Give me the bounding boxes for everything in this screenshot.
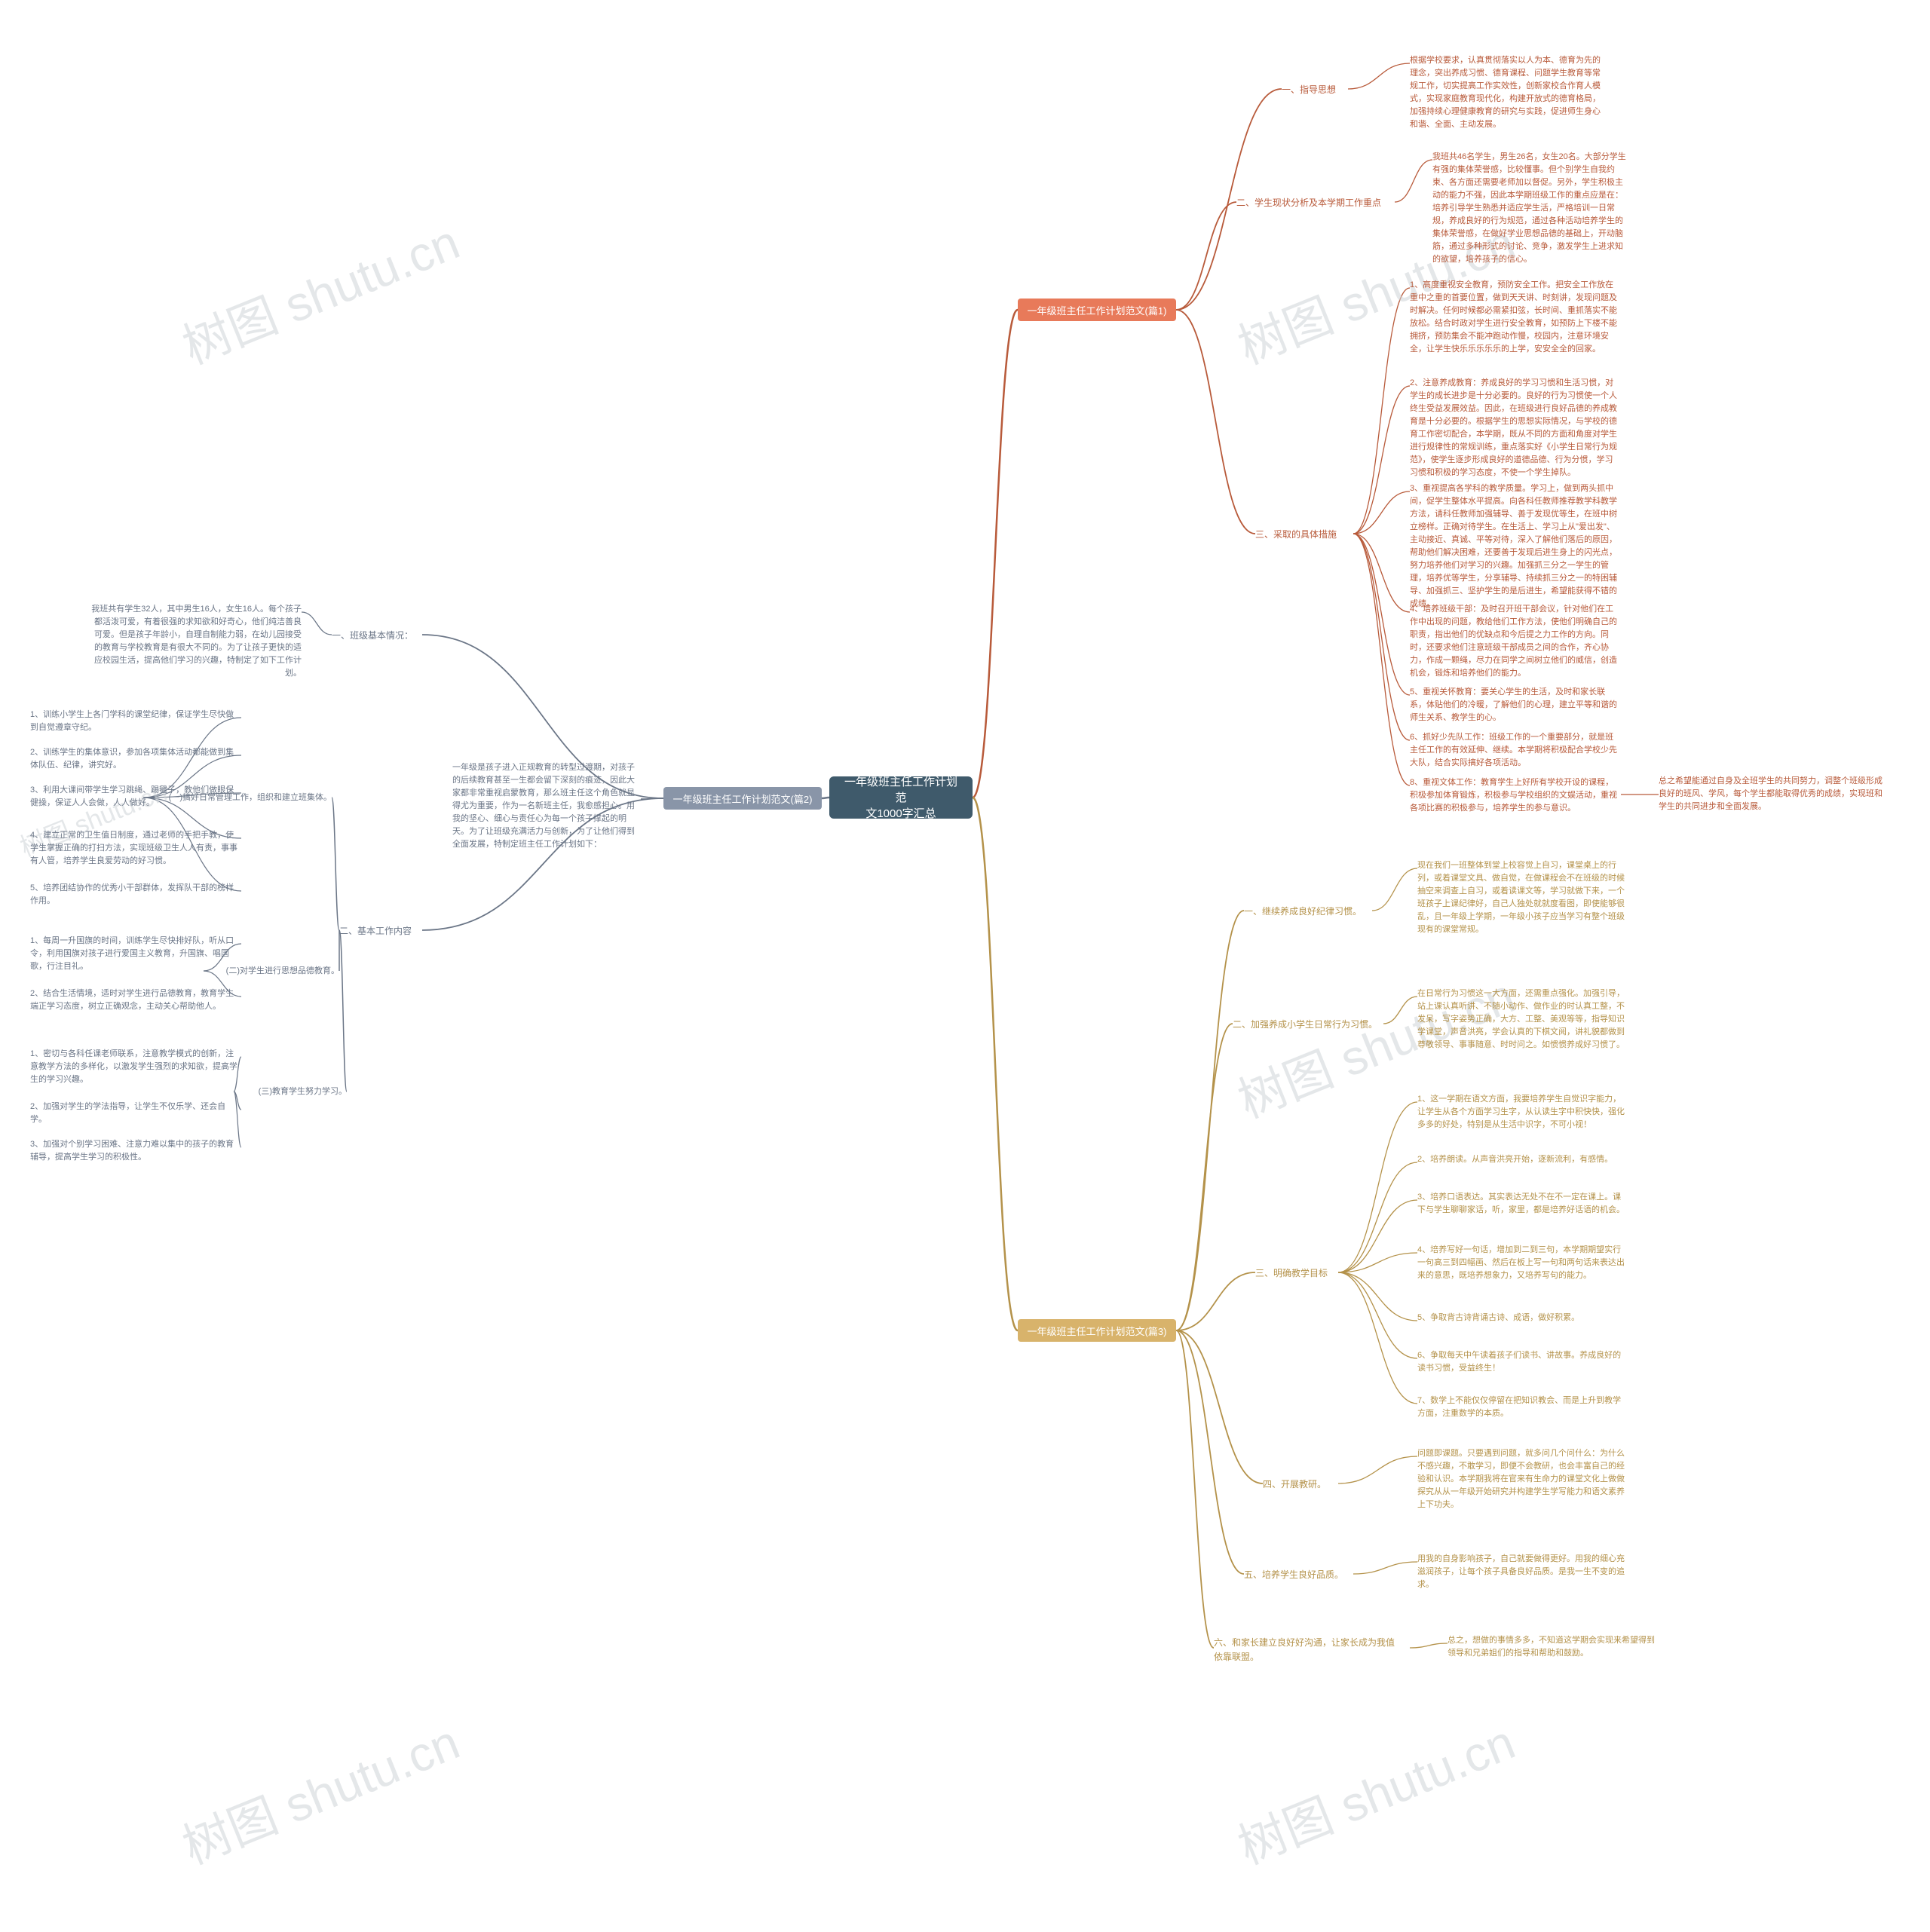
child-label: 五、培养学生良好品质。	[1244, 1568, 1353, 1582]
sub-label: (三)教育学生努力学习。	[234, 1085, 347, 1098]
leaf-text: 8、重视文体工作：教育学生上好所有学校开设的课程，积极参加体育锻炼，积极参与学校…	[1410, 776, 1621, 815]
leaf-text: 4、培养写好一句话，增加到二到三句，本学期期望实行一句高三到四幅画、然后在板上写…	[1417, 1244, 1628, 1282]
child-label: 三、采取的具体措施	[1255, 528, 1353, 542]
leaf-text: 总之，想做的事情多多，不知道这学期会实现来希望得到领导和兄弟姐们的指导和帮助和鼓…	[1448, 1634, 1659, 1660]
leaf-text: 1、每周一升国旗的时间，训练学生尽快排好队，听从口令，利用国旗对孩子进行爱国主义…	[30, 935, 241, 973]
leaf-text: 现在我们一班整体到堂上校容觉上自习，课堂桌上的行列，或着课堂文具、做自觉，在做课…	[1417, 859, 1628, 936]
watermark: 树图 shutu.cn	[171, 1704, 468, 1878]
child-label: 三、明确教学目标	[1255, 1266, 1338, 1281]
watermark: 树图 shutu.cn	[1227, 1704, 1524, 1878]
leaf-text: 总之希望能通过自身及全班学生的共同努力，调整个班级形成良好的班风、学风，每个学生…	[1659, 775, 1885, 813]
child-label: 二、加强养成小学生日常行为习惯。	[1233, 1018, 1383, 1032]
branch-node: 一年级班主任工作计划范文(篇2)	[663, 787, 822, 810]
leaf-text: 6、抓好少先队工作：班级工作的一个重要部分，就是班主任工作的有效延伸、继续。本学…	[1410, 731, 1621, 770]
leaf-text: 1、这一学期在语文方面，我要培养学生自觉识字能力，让学生从各个方面学习生字，从认…	[1417, 1093, 1628, 1131]
child-label: 六、和家长建立良好好沟通，让家长成为我值 依靠联盟。	[1214, 1636, 1410, 1664]
leaf-text: 2、加强对学生的学法指导，让学生不仅乐学、还会自学。	[30, 1101, 241, 1126]
leaf-text: 5、重视关怀教育：要关心学生的生活，及时和家长联系，体贴他们的冷暖，了解他们的心…	[1410, 686, 1621, 724]
leaf-text: 1、密切与各科任课老师联系，注意教学模式的创新，注意教学方法的多样化，以激发学生…	[30, 1048, 241, 1086]
leaf-text: 5、培养团结协作的优秀小干部群体，发挥队干部的榜样作用。	[30, 882, 241, 908]
leaf-text: 2、注意养成教育：养成良好的学习习惯和生活习惯，对学生的成长进步是十分必要的。良…	[1410, 377, 1621, 479]
child-label: 一、继续养成良好纪律习惯。	[1244, 905, 1372, 919]
leaf-text: 4、培养班级干部：及时召开班干部会议，针对他们在工作中出现的问题，教给他们工作方…	[1410, 603, 1621, 680]
branch-node: 一年级班主任工作计划范文(篇1)	[1018, 299, 1176, 321]
leaf-text: 问题即课题。只要遇到问题，就多问几个问什么：为什么不感兴趣，不敢学习，即便不会教…	[1417, 1447, 1628, 1511]
watermark: 树图 shutu.cn	[171, 204, 468, 378]
leaf-text: 5、争取背古诗背诵古诗、成语，做好积累。	[1417, 1312, 1598, 1324]
child-label: 二、学生现状分析及本学期工作重点	[1236, 196, 1395, 210]
leaf-text: 用我的自身影响孩子，自己就要做得更好。用我的细心充滋润孩子，让每个孩子具备良好品…	[1417, 1553, 1628, 1591]
leaf-text: 我班共有学生32人，其中男生16人，女生16人。每个孩子都活泼可爱，有着很强的求…	[90, 603, 302, 680]
leaf-text: 在日常行为习惯这一大方面，还需重点强化。加强引导，站上课认真听讲、不随小动作、做…	[1417, 987, 1628, 1052]
leaf-text: 4、建立正常的卫生值日制度，通过老师的手把手教，使学生掌握正确的打扫方法，实现班…	[30, 829, 241, 868]
leaf-text: 1、训练小学生上各门学科的课堂纪律，保证学生尽快做到自觉遵章守纪。	[30, 709, 241, 734]
leaf-text: 3、培养口语表达。其实表达无处不在不一定在课上。课下与学生聊聊家话，听，家里，都…	[1417, 1191, 1628, 1217]
leaf-text: 1、高度重视安全教育，预防安全工作。把安全工作放在重中之重的首要位置，做到天天讲…	[1410, 279, 1621, 356]
leaf-text: 3、利用大课间带学生学习跳绳、踢毽子，教他们做眼保健操，保证人人会做，人人做好。	[30, 784, 241, 810]
child-label: 二、基本工作内容	[339, 924, 422, 938]
leaf-text: 我班共46名学生，男生26名，女生20名。大部分学生有强的集体荣誉感，比较懂事。…	[1432, 151, 1628, 266]
leaf-text: 2、结合生活情境，适时对学生进行品德教育，教育学生端正学习态度，树立正确观念，主…	[30, 987, 241, 1013]
child-label: 四、开展教研。	[1263, 1477, 1338, 1492]
child-label: 一、指导思想	[1282, 83, 1348, 97]
root-node: 一年级班主任工作计划范 文1000字汇总	[829, 776, 973, 819]
leaf-text: 7、数学上不能仅仅停留在把知识教会、而是上升到教学方面，注重数学的本质。	[1417, 1395, 1628, 1420]
leaf-text: 3、重视提高各学科的教学质量。学习上，做到两头抓中间，促学生整体水平提高。向各科…	[1410, 482, 1621, 611]
intro-text: 一年级是孩子进入正规教育的转型过渡期，对孩子的后续教育甚至一生都会留下深刻的痕迹…	[452, 761, 641, 851]
leaf-text: 2、培养朗读。从声音洪亮开始，逐新流利，有感情。	[1417, 1153, 1613, 1166]
branch-node: 一年级班主任工作计划范文(篇3)	[1018, 1319, 1176, 1342]
leaf-text: 3、加强对个别学习困难、注意力难以集中的孩子的教育辅导，提高学生学习的积极性。	[30, 1138, 241, 1164]
leaf-text: 6、争取每天中午读着孩子们读书、讲故事。养成良好的读书习惯，受益终生！	[1417, 1349, 1628, 1375]
leaf-text: 2、训练学生的集体意识，参加各项集体活动都能做到集体队伍、纪律，讲究好。	[30, 746, 241, 772]
leaf-text: 根据学校要求，认真贯彻落实以人为本、德育为先的理念，突出养成习惯、德育课程、问题…	[1410, 54, 1606, 131]
child-label: 一、班级基本情况：	[332, 629, 422, 643]
